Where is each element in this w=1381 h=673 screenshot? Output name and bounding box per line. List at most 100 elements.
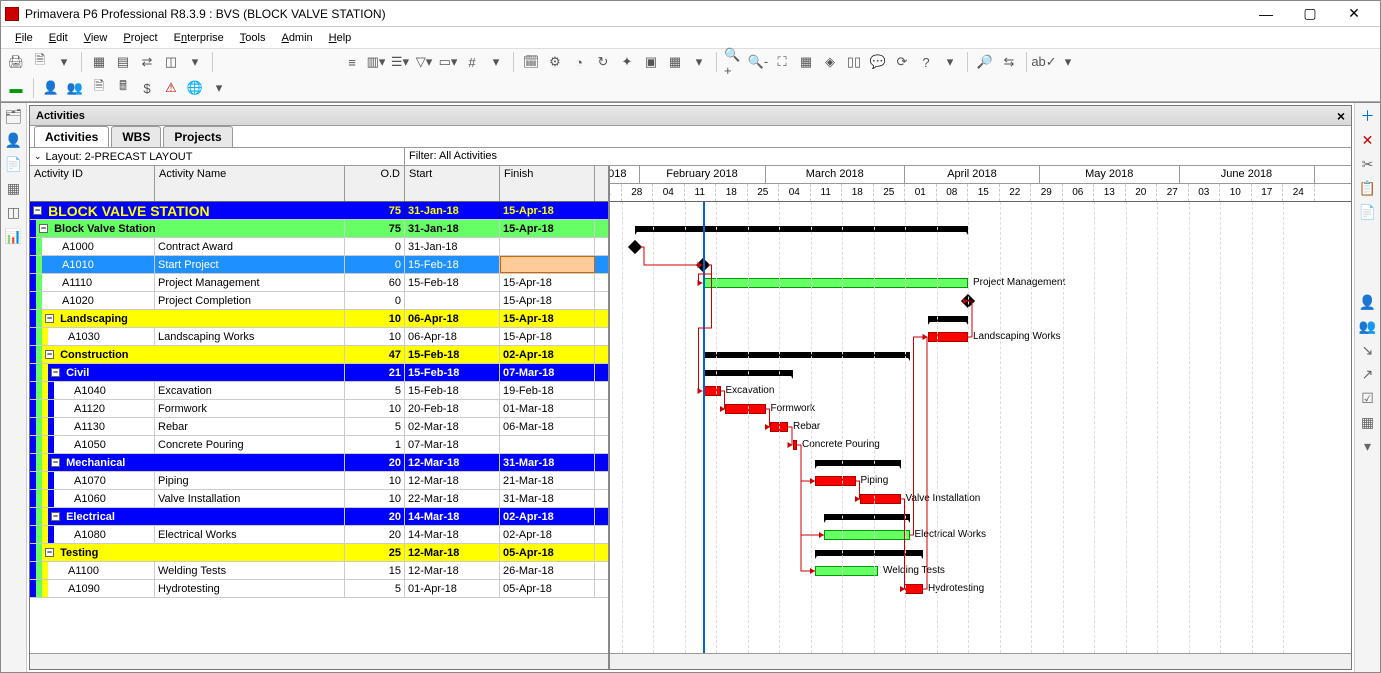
- dropdown-icon[interactable]: ▾: [688, 51, 710, 73]
- spotlight-icon[interactable]: ✦: [616, 51, 638, 73]
- tab-wbs[interactable]: WBS: [111, 126, 161, 147]
- menu-help[interactable]: Help: [323, 30, 358, 46]
- col-activity-name[interactable]: Activity Name: [155, 166, 345, 201]
- gantt-body[interactable]: Project Management Landscaping Works Excav…: [610, 202, 1351, 653]
- milestone[interactable]: [628, 240, 642, 254]
- trace-icon[interactable]: ⇄: [136, 51, 158, 73]
- table-row[interactable]: A1010Start Project015-Feb-18: [30, 256, 608, 274]
- wbs-icon[interactable]: ◫: [5, 203, 23, 221]
- steps-icon[interactable]: ☑: [1359, 389, 1377, 407]
- zoom-in-icon[interactable]: 🔍+: [723, 51, 745, 73]
- collapse-icon[interactable]: ◈: [819, 51, 841, 73]
- table-row[interactable]: A1000Contract Award031-Jan-18: [30, 238, 608, 256]
- filter-icon[interactable]: ▽▾: [413, 51, 435, 73]
- doc-icon[interactable]: 🗎: [88, 77, 110, 99]
- gantt-row[interactable]: [610, 310, 1351, 328]
- network-icon[interactable]: ◫: [160, 51, 182, 73]
- delete-icon[interactable]: ✕: [1359, 131, 1377, 149]
- gantt-bar[interactable]: Excavation: [703, 386, 721, 396]
- menu-project[interactable]: Project: [117, 30, 163, 46]
- table-row[interactable]: A1030Landscaping Works1006-Apr-1815-Apr-…: [30, 328, 608, 346]
- menu-file[interactable]: File: [9, 30, 39, 46]
- table-row[interactable]: − Block Valve Station7531-Jan-1815-Apr-1…: [30, 220, 608, 238]
- store-icon[interactable]: ▦: [664, 51, 686, 73]
- spell-icon[interactable]: ab✓: [1033, 51, 1055, 73]
- maximize-button[interactable]: ▢: [1288, 2, 1332, 26]
- claim-icon[interactable]: ▣: [640, 51, 662, 73]
- gantt-row[interactable]: [610, 256, 1351, 274]
- calc-icon[interactable]: 🖩: [112, 77, 134, 99]
- print-icon[interactable]: 🖨: [5, 51, 27, 73]
- gantt-row[interactable]: [610, 238, 1351, 256]
- cut-icon[interactable]: ✂: [1359, 155, 1377, 173]
- h-scrollbar[interactable]: [30, 653, 608, 669]
- gantt-row[interactable]: Formwork: [610, 400, 1351, 418]
- chart-icon[interactable]: ▯▯: [843, 51, 865, 73]
- dropdown-icon[interactable]: ▾: [485, 51, 507, 73]
- indent-icon[interactable]: ≡: [341, 51, 363, 73]
- gantt-row[interactable]: [610, 508, 1351, 526]
- gantt-row[interactable]: [610, 454, 1351, 472]
- gantt-row[interactable]: Concrete Pouring: [610, 436, 1351, 454]
- table-row[interactable]: A1090Hydrotesting501-Apr-1805-Apr-18: [30, 580, 608, 598]
- minimize-button[interactable]: —: [1244, 2, 1288, 26]
- col-activity-id[interactable]: Activity ID: [30, 166, 155, 201]
- replace-icon[interactable]: ⇆: [998, 51, 1020, 73]
- table-row[interactable]: A1120Formwork1020-Feb-1801-Mar-18: [30, 400, 608, 418]
- print-preview-icon[interactable]: 🗎: [29, 51, 51, 73]
- chart-icon[interactable]: 📊: [5, 227, 23, 245]
- dropdown-icon[interactable]: ▾: [939, 51, 961, 73]
- table-row[interactable]: A1050Concrete Pouring107-Mar-18: [30, 436, 608, 454]
- table-row[interactable]: A1130Rebar502-Mar-1806-Mar-18: [30, 418, 608, 436]
- tab-projects[interactable]: Projects: [163, 126, 232, 147]
- resource-icon[interactable]: 👤: [1359, 293, 1377, 311]
- table-row[interactable]: A1040Excavation515-Feb-1819-Feb-18: [30, 382, 608, 400]
- reports-icon[interactable]: 📄: [5, 155, 23, 173]
- level-icon[interactable]: ⚙: [544, 51, 566, 73]
- gantt-row[interactable]: Electrical Works: [610, 526, 1351, 544]
- gantt-row[interactable]: [610, 346, 1351, 364]
- cost-icon[interactable]: $: [136, 77, 158, 99]
- table-row[interactable]: − Landscaping1006-Apr-1815-Apr-18: [30, 310, 608, 328]
- alert-icon[interactable]: ⚠: [160, 77, 182, 99]
- layout-icon[interactable]: ▦: [88, 51, 110, 73]
- dropdown-icon[interactable]: ▾: [1359, 437, 1377, 455]
- table-row[interactable]: A1020Project Completion015-Apr-18: [30, 292, 608, 310]
- tab-activities[interactable]: Activities: [34, 126, 109, 147]
- gantt-bar[interactable]: Hydrotesting: [905, 584, 923, 594]
- hash-icon[interactable]: #: [461, 51, 483, 73]
- gantt-row[interactable]: Rebar: [610, 418, 1351, 436]
- table-row[interactable]: A1070Piping1012-Mar-1821-Mar-18: [30, 472, 608, 490]
- table-row[interactable]: − Electrical2014-Mar-1802-Apr-18: [30, 508, 608, 526]
- resources-icon[interactable]: 👤: [5, 131, 23, 149]
- zoom-fit-icon[interactable]: ⛶: [771, 51, 793, 73]
- comment-icon[interactable]: 💬: [867, 51, 889, 73]
- table-row[interactable]: − Construction4715-Feb-1802-Apr-18: [30, 346, 608, 364]
- col-start[interactable]: Start: [405, 166, 500, 201]
- filter-label[interactable]: Filter: All Activities: [405, 148, 1351, 165]
- progress-icon[interactable]: ◔: [568, 51, 590, 73]
- menu-edit[interactable]: Edit: [43, 30, 74, 46]
- gantt-row[interactable]: Landscaping Works: [610, 328, 1351, 346]
- gantt-row[interactable]: Hydrotesting: [610, 580, 1351, 598]
- resource-icon[interactable]: 👤: [40, 77, 62, 99]
- role-icon[interactable]: 👥: [64, 77, 86, 99]
- dropdown-icon[interactable]: ▾: [208, 77, 230, 99]
- role-icon[interactable]: 👥: [1359, 317, 1377, 335]
- gantt-row[interactable]: Excavation: [610, 382, 1351, 400]
- gantt-row[interactable]: [610, 544, 1351, 562]
- gantt-row[interactable]: [610, 292, 1351, 310]
- panel-close-icon[interactable]: ×: [1337, 108, 1345, 124]
- gantt-bar[interactable]: Concrete Pouring: [793, 440, 798, 450]
- gantt-bar[interactable]: Welding Tests: [815, 566, 878, 576]
- menu-enterprise[interactable]: Enterprise: [168, 30, 230, 46]
- recalc-icon[interactable]: ↻: [592, 51, 614, 73]
- gantt-bar[interactable]: Project Management: [703, 278, 969, 288]
- add-icon[interactable]: ▬: [5, 77, 27, 99]
- dropdown-icon[interactable]: ▾: [53, 51, 75, 73]
- table-row[interactable]: A1080Electrical Works2014-Mar-1802-Apr-1…: [30, 526, 608, 544]
- gantt-row[interactable]: [610, 220, 1351, 238]
- h-scrollbar[interactable]: [610, 653, 1351, 669]
- layout-selector[interactable]: ⌄Layout: 2-PRECAST LAYOUT: [30, 148, 405, 165]
- summary-bar[interactable]: [815, 550, 923, 556]
